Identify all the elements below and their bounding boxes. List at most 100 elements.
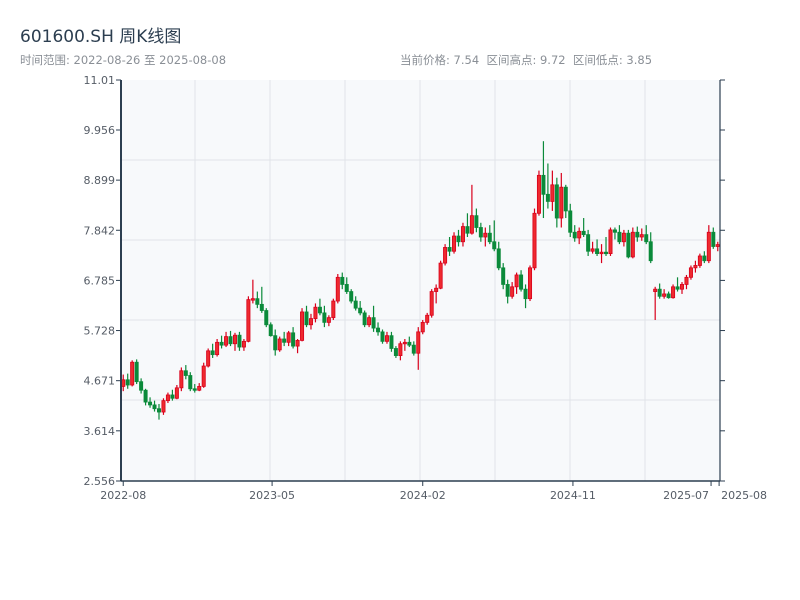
y-tick-label: 11.01 (84, 74, 116, 87)
candle-body (183, 370, 188, 376)
candle-up (295, 338, 300, 354)
candle-up (460, 222, 465, 247)
candle-up (313, 303, 318, 323)
candle-down (188, 372, 193, 392)
candle-body (425, 314, 430, 323)
candle-body (282, 338, 287, 343)
candle-body (371, 317, 376, 329)
candle-up (662, 289, 667, 299)
candle-down (264, 308, 269, 328)
candle-down (210, 343, 215, 358)
candle-down (358, 301, 363, 316)
candle-down (568, 203, 573, 238)
candle-up (653, 286, 658, 321)
candle-down (581, 218, 586, 238)
candle-body (483, 232, 488, 238)
candle-body (402, 341, 407, 345)
candle-body (210, 350, 215, 356)
candle-body (192, 388, 197, 391)
candle-down (505, 279, 510, 304)
candle-body (206, 350, 211, 367)
y-tick-label: 2.556 (84, 475, 116, 488)
candle-down (612, 227, 617, 240)
candle-body (644, 234, 649, 243)
candle-body (554, 184, 559, 219)
candle-body (353, 300, 358, 309)
candle-body (680, 284, 685, 290)
candle-down (675, 277, 680, 292)
candle-down (519, 270, 524, 292)
candle-body (246, 299, 251, 342)
candle-up (639, 228, 644, 241)
y-tick-label: 5.728 (84, 325, 116, 338)
candle-body (452, 235, 457, 252)
candle-down (411, 341, 416, 356)
candle-body (469, 215, 474, 234)
candle-body (398, 343, 403, 356)
candle-up (514, 272, 519, 294)
candle-up (684, 274, 689, 290)
candle-down (268, 322, 273, 337)
candle-up (367, 315, 372, 328)
candle-down (317, 298, 322, 316)
candle-body (322, 312, 327, 323)
candle-body (393, 348, 398, 356)
candle-up (201, 362, 206, 388)
candle-down (487, 225, 492, 245)
chart-title: 601600.SH 周K线图 (20, 27, 182, 47)
candle-body (684, 276, 689, 285)
candle-body (639, 234, 644, 238)
candle-body (563, 186, 568, 212)
candle-body (304, 311, 309, 326)
candle-down (219, 335, 224, 349)
candle-body (340, 276, 345, 285)
candle-down (183, 365, 188, 380)
candle-down (125, 373, 130, 389)
x-tick-label: 2025-08 (721, 489, 767, 502)
candle-down (635, 226, 640, 242)
candle-body (550, 184, 555, 202)
candle-body (232, 334, 237, 345)
candle-body (532, 212, 537, 269)
candle-body (161, 400, 166, 413)
candle-up (693, 260, 698, 273)
candle-up (715, 241, 720, 252)
y-tick-label: 3.614 (84, 425, 116, 438)
candle-body (429, 291, 434, 316)
candle-down (447, 237, 452, 256)
candle-body (568, 210, 573, 233)
candle-body (313, 306, 318, 319)
candle-down (362, 310, 367, 328)
candle-down (380, 329, 385, 344)
candle-body (308, 318, 313, 326)
candle-up (697, 253, 702, 268)
candle-down (554, 177, 559, 228)
candle-down (228, 330, 233, 347)
candle-down (156, 403, 161, 420)
candle-body (572, 231, 577, 239)
candle-down (148, 397, 153, 408)
y-tick-label: 6.785 (84, 274, 116, 287)
candle-body (501, 267, 506, 285)
candle-up (577, 227, 582, 245)
candle-body (653, 288, 658, 292)
candle-body (635, 231, 640, 238)
candle-up (398, 341, 403, 361)
candle-down (407, 336, 412, 348)
candle-up (483, 227, 488, 247)
candle-up (416, 327, 421, 370)
candle-up (241, 338, 246, 351)
candle-down (291, 327, 296, 349)
candle-up (688, 265, 693, 280)
candle-down (666, 291, 671, 299)
candle-down (644, 225, 649, 245)
candle-body (384, 335, 389, 342)
candle-up (384, 331, 389, 344)
candle-body (344, 284, 349, 292)
candle-up (590, 241, 595, 254)
candle-body (492, 241, 497, 250)
candle-body (165, 394, 170, 402)
candle-down (152, 400, 157, 412)
candle-body (416, 331, 421, 354)
x-tick-label: 2025-07 (663, 489, 709, 502)
